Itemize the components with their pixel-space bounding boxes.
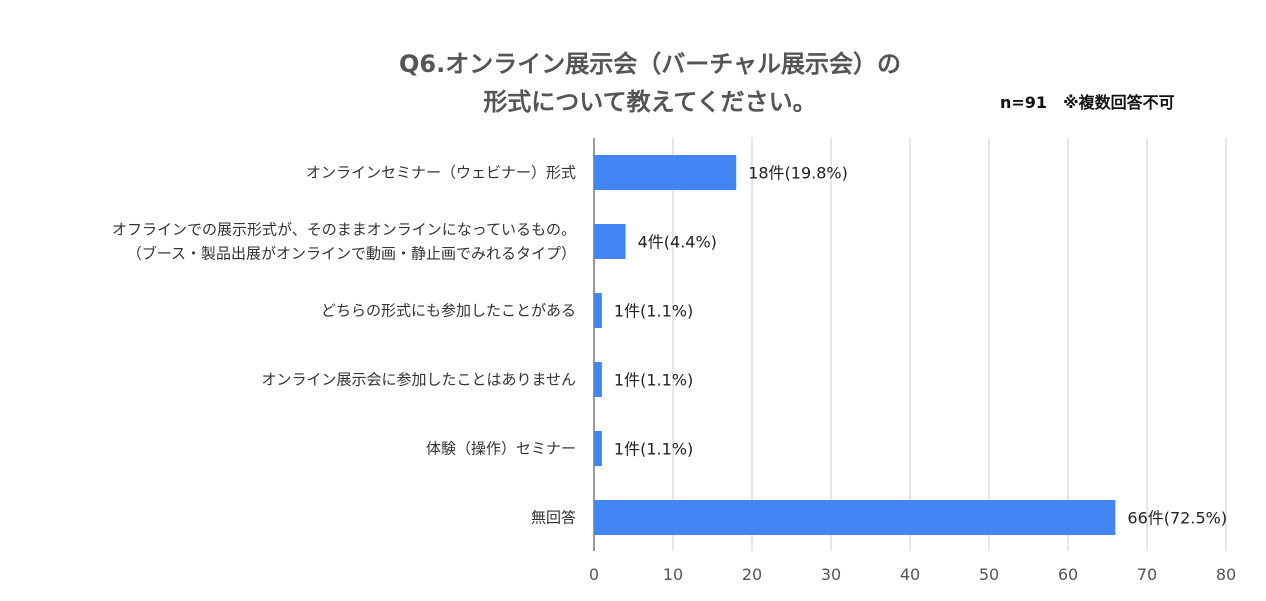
- data-label-3: 1件(1.1%): [614, 371, 693, 390]
- sample-size-note: n=91 ※複数回答不可: [1000, 93, 1175, 112]
- category-label-1-line-0: オフラインでの展示形式が、そのままオンラインになっているもの。: [112, 221, 576, 239]
- x-tick-label-50: 50: [979, 565, 999, 584]
- bar-0: [594, 155, 737, 190]
- data-label-1: 4件(4.4%): [638, 233, 717, 252]
- bar-4: [594, 431, 602, 466]
- x-tick-label-40: 40: [900, 565, 920, 584]
- bar-1: [594, 224, 626, 259]
- chart-title-line-2: 形式について教えてください。: [483, 88, 817, 116]
- category-label-0: オンラインセミナー（ウェビナー）形式: [306, 164, 576, 182]
- data-label-0: 18件(19.8%): [748, 164, 848, 183]
- category-label-5: 無回答: [531, 509, 576, 527]
- x-tick-label-60: 60: [1058, 565, 1078, 584]
- category-label-1-line-1: （ブース・製品出展がオンラインで動画・静止画でみれるタイプ）: [127, 245, 576, 263]
- category-label-4: 体験（操作）セミナー: [426, 440, 576, 458]
- x-tick-label-70: 70: [1137, 565, 1157, 584]
- chart-title-line-1: Q6.オンライン展示会（バーチャル展示会）の: [399, 50, 901, 78]
- x-tick-label-20: 20: [742, 565, 762, 584]
- category-label-2: どちらの形式にも参加したことがある: [321, 302, 576, 320]
- bar-3: [594, 362, 602, 397]
- x-tick-label-0: 0: [589, 565, 599, 584]
- category-label-3: オンライン展示会に参加したことはありません: [261, 371, 576, 389]
- x-tick-label-10: 10: [663, 565, 683, 584]
- bar-5: [594, 500, 1116, 535]
- x-tick-label-80: 80: [1216, 565, 1236, 584]
- x-tick-label-30: 30: [821, 565, 841, 584]
- data-label-4: 1件(1.1%): [614, 440, 693, 459]
- data-label-2: 1件(1.1%): [614, 302, 693, 321]
- data-label-5: 66件(72.5%): [1127, 509, 1227, 528]
- bar-2: [594, 293, 602, 328]
